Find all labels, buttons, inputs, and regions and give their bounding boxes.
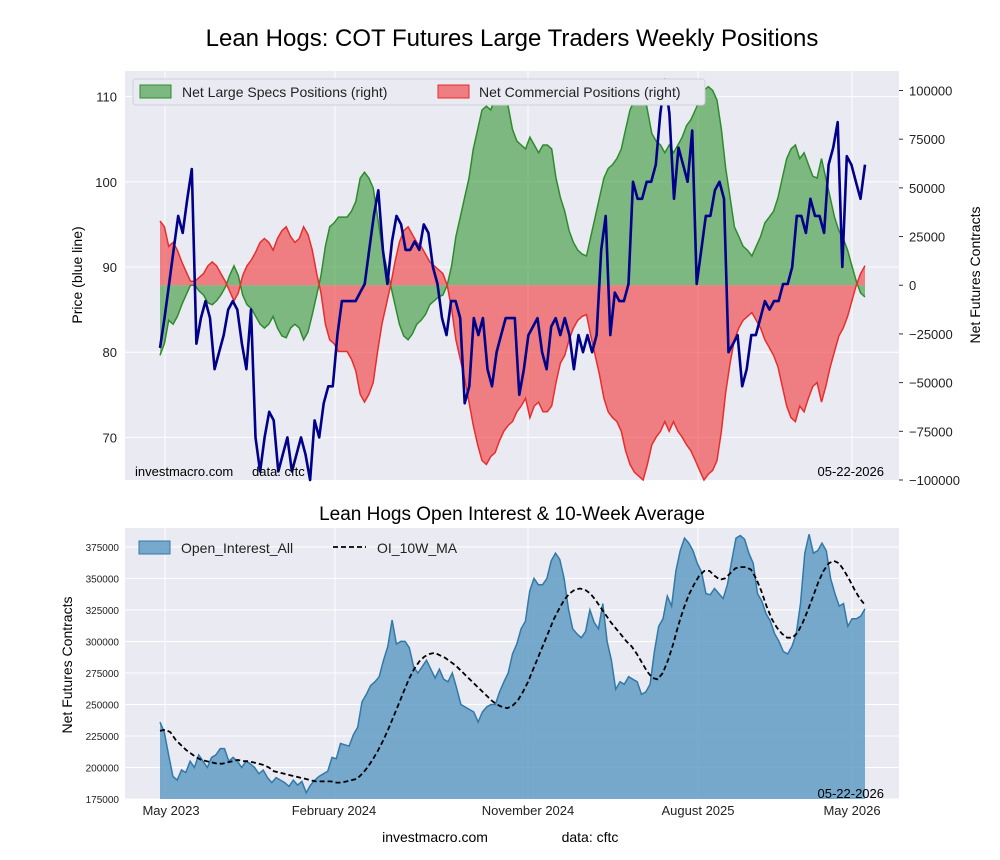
x-tick-label: February 2024 [292,803,377,818]
right-tick-label: −100000 [909,473,960,488]
x-tick-label: August 2025 [661,803,734,818]
right-tick-label: 50000 [909,181,945,196]
x-tick-label: May 2023 [142,803,199,818]
bottom-date-label: 05-22-2026 [818,786,885,801]
x-tick-label: May 2026 [823,803,880,818]
top-watermark-date: 05-22-2026 [818,464,885,479]
left-tick-label: 70 [103,430,117,445]
bottom-tick-label: 375000 [86,543,120,554]
top-right-axis-label: Net Futures Contracts [967,207,983,344]
subplot-title: Lean Hogs Open Interest & 10-Week Averag… [319,504,705,525]
bottom-panel: 175000 200000 225000 250000 275000 300000 3250… [86,528,899,818]
bottom-tick-label: 250000 [86,700,120,711]
right-tick-label: 75000 [909,132,945,147]
legend-commercial-label: Net Commercial Positions (right) [479,84,681,100]
top-panel: 70 80 90 100 110 100000 75000 50000 25000 0 −25000… [95,71,960,488]
left-tick-label: 100 [95,175,117,190]
bottom-tick-label: 200000 [86,763,120,774]
bottom-tick-label: 275000 [86,669,120,680]
right-tick-label: −25000 [909,327,953,342]
left-tick-label: 110 [96,90,117,105]
left-tick-label: 90 [103,260,117,275]
right-tick-label: −75000 [909,424,953,439]
legend-oi-label: Open_Interest_All [181,540,293,556]
right-tick-label: −50000 [909,376,953,391]
bottom-legend: Open_Interest_All OI_10W_MA [138,540,458,556]
specs-area-edge [159,85,866,356]
bottom-tick-label: 350000 [86,574,120,585]
open-interest-line [159,534,866,795]
legend-oi-swatch [138,540,171,555]
legend-specs-swatch [139,84,172,99]
main-title: Lean Hogs: COT Futures Large Traders Wee… [206,25,819,52]
footer-site: investmacro.com [382,829,488,845]
top-left-axis-label: Price (blue line) [69,226,85,323]
x-tick-label: November 2024 [482,803,575,818]
open-interest-area [160,534,865,799]
bottom-tick-label: 225000 [86,732,120,743]
top-legend: Net Large Specs Positions (right) Net Com… [132,78,706,106]
top-watermark-site: investmacro.com [135,464,233,479]
bottom-axis-label: Net Futures Contracts [59,597,75,734]
price-line [158,78,867,482]
commercial-area [160,221,865,480]
bottom-tick-label: 175000 [86,795,120,806]
bottom-tick-label: 300000 [86,637,120,648]
top-legend-box [132,78,706,106]
commercial-area-edge [159,220,866,482]
top-watermark-data: data: cftc [252,464,305,479]
specs-area [160,86,865,356]
bottom-tick-label: 325000 [86,606,120,617]
left-tick-label: 80 [103,345,117,360]
right-tick-label: 100000 [909,83,952,98]
right-tick-label: 25000 [909,230,945,245]
right-tick-label: 0 [909,278,916,293]
ma-line [159,559,866,784]
legend-specs-label: Net Large Specs Positions (right) [182,84,387,100]
legend-ma-label: OI_10W_MA [377,540,458,556]
footer-data: data: cftc [562,829,619,845]
legend-commercial-swatch [437,84,470,99]
